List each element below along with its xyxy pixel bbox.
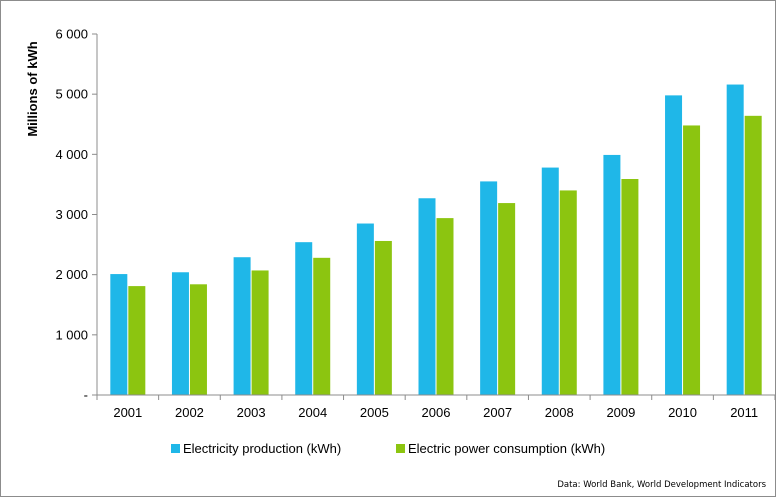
x-tick-label: 2006 xyxy=(422,405,451,420)
y-tick-label: 5 000 xyxy=(55,87,88,102)
x-tick-label: 2003 xyxy=(237,405,266,420)
bar-consumption-2003 xyxy=(251,270,269,395)
bar-production-2004 xyxy=(295,242,313,395)
bar-production-2002 xyxy=(171,272,189,395)
y-tick-label: 1 000 xyxy=(55,327,88,342)
x-tick-label: 2005 xyxy=(360,405,389,420)
bar-consumption-2001 xyxy=(128,286,146,395)
x-tick-label: 2009 xyxy=(606,405,635,420)
x-axis-tick-labels: 2001 2002 2003 2004 2005 2006 2007 2008 2009 2010… xyxy=(113,405,758,420)
bar-consumption-2004 xyxy=(313,257,331,395)
x-tick-label: 2010 xyxy=(668,405,697,420)
y-axis-ticks xyxy=(92,33,97,396)
legend-swatch-consumption xyxy=(396,444,405,453)
bar-consumption-2002 xyxy=(189,284,207,395)
y-tick-label: 4 000 xyxy=(55,147,88,162)
y-tick-label: 3 000 xyxy=(55,207,88,222)
x-tick-label: 2011 xyxy=(730,405,758,420)
bar-consumption-2006 xyxy=(436,218,454,395)
x-tick-label: 2004 xyxy=(298,405,327,420)
bar-consumption-2011 xyxy=(744,115,762,396)
source-note: Data: World Bank, World Development Indi… xyxy=(557,480,766,490)
x-tick-label: 2007 xyxy=(483,405,512,420)
y-axis-tick-labels: - 1 000 2 000 3 000 4 000 5 000 6 000 xyxy=(55,27,88,403)
legend-label-consumption: Electric power consumption (kWh) xyxy=(408,441,605,456)
y-axis-title: Millions of kWh xyxy=(25,41,40,136)
bar-production-2001 xyxy=(110,274,128,395)
legend: Electricity production (kWh) Electric pow… xyxy=(171,441,605,456)
x-tick-label: 2002 xyxy=(175,405,204,420)
legend-swatch-production xyxy=(171,444,180,453)
bar-production-2009 xyxy=(603,154,621,395)
bar-production-2005 xyxy=(356,223,374,395)
bar-production-2010 xyxy=(665,95,683,396)
bars xyxy=(110,84,762,396)
bar-consumption-2009 xyxy=(621,179,639,395)
y-tick-label: 2 000 xyxy=(55,267,88,282)
x-tick-label: 2008 xyxy=(545,405,574,420)
y-tick-label: - xyxy=(84,388,88,403)
bar-production-2008 xyxy=(541,167,559,395)
legend-label-production: Electricity production (kWh) xyxy=(183,441,341,456)
bar-production-2006 xyxy=(418,198,436,395)
bar-consumption-2005 xyxy=(374,240,392,395)
bar-consumption-2010 xyxy=(683,125,701,395)
y-tick-label: 6 000 xyxy=(55,27,88,42)
x-tick-label: 2001 xyxy=(113,405,142,420)
bar-consumption-2008 xyxy=(559,190,577,395)
x-axis-ticks xyxy=(96,395,776,400)
bar-production-2011 xyxy=(726,84,744,395)
bar-consumption-2007 xyxy=(498,203,516,395)
bar-production-2003 xyxy=(233,257,251,395)
bar-production-2007 xyxy=(480,181,498,395)
